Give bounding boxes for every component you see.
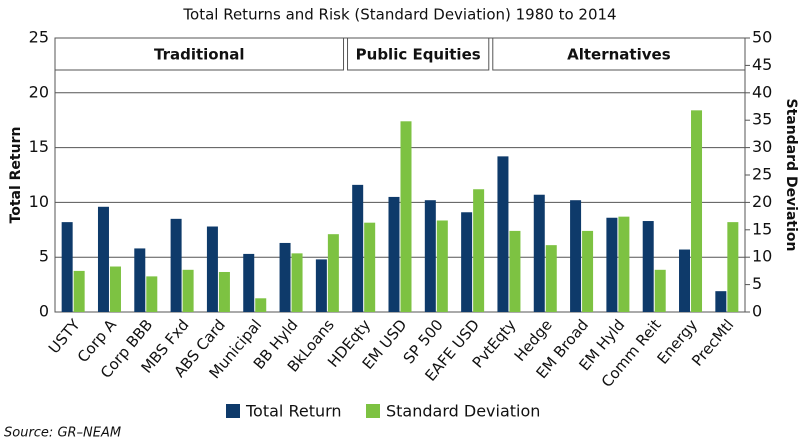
y2-tick-label: 10 xyxy=(752,247,772,266)
y2-tick-label: 20 xyxy=(752,192,772,211)
bar xyxy=(400,121,412,313)
bar xyxy=(182,269,194,312)
y2-tick-label: 50 xyxy=(752,28,772,47)
bar xyxy=(509,230,521,312)
bar xyxy=(461,212,473,312)
bar xyxy=(97,206,109,312)
legend-swatch xyxy=(366,404,380,418)
bar xyxy=(545,245,557,312)
bar xyxy=(364,222,376,312)
bar xyxy=(170,218,182,312)
source: Source: GR–NEAM xyxy=(4,426,121,441)
chart-title: Total Returns and Risk (Standard Deviati… xyxy=(182,6,616,24)
group-box xyxy=(347,37,490,71)
bar xyxy=(424,200,436,312)
y-tick-label: 0 xyxy=(39,302,49,321)
y-tick-label: 5 xyxy=(39,247,49,266)
bar xyxy=(606,217,618,312)
bar xyxy=(388,196,400,312)
legend-label: Standard Deviation xyxy=(386,402,540,421)
bar xyxy=(218,271,230,312)
y-tick-label: 15 xyxy=(29,137,49,156)
legend-swatch xyxy=(226,404,240,418)
y2-tick-label: 15 xyxy=(752,219,772,238)
legend-label: Total Return xyxy=(245,402,342,421)
bar xyxy=(533,194,545,312)
y-tick-label: 20 xyxy=(29,82,49,101)
bar xyxy=(642,221,654,312)
bar xyxy=(436,220,448,312)
bar xyxy=(691,110,703,312)
bar xyxy=(654,269,666,312)
y2-axis-label: Standard Deviation xyxy=(783,98,799,251)
y-axis-label: Total Return xyxy=(8,127,24,224)
bar xyxy=(727,222,739,312)
bar xyxy=(582,230,594,312)
bar xyxy=(497,156,509,312)
y2-tick-label: 0 xyxy=(752,302,762,321)
bar xyxy=(618,216,630,312)
bar xyxy=(61,222,73,312)
group-box xyxy=(54,37,345,71)
bar xyxy=(679,249,691,312)
bar xyxy=(279,242,291,312)
bar xyxy=(243,253,255,312)
bar xyxy=(206,226,218,312)
bar xyxy=(327,234,339,312)
bar xyxy=(146,276,158,312)
bar xyxy=(715,291,727,312)
bar xyxy=(315,259,327,312)
group-label: Traditional xyxy=(154,46,245,64)
y2-tick-label: 45 xyxy=(752,55,772,74)
bar xyxy=(109,266,121,312)
group-box xyxy=(492,37,746,71)
bar xyxy=(570,200,582,312)
bar xyxy=(352,184,364,312)
y-tick-label: 10 xyxy=(29,192,49,211)
y2-tick-label: 35 xyxy=(752,110,772,129)
y2-tick-label: 5 xyxy=(752,274,762,293)
bar xyxy=(473,189,485,312)
plot-frame xyxy=(54,37,746,313)
bar xyxy=(255,298,267,312)
bar xyxy=(73,270,85,312)
y2-tick-label: 30 xyxy=(752,137,772,156)
group-label: Public Equities xyxy=(356,46,481,64)
y-tick-label: 25 xyxy=(29,28,49,47)
bar xyxy=(291,253,303,312)
y2-tick-label: 25 xyxy=(752,165,772,184)
y2-tick-label: 40 xyxy=(752,82,772,101)
group-label: Alternatives xyxy=(567,46,671,64)
bar xyxy=(134,248,146,312)
